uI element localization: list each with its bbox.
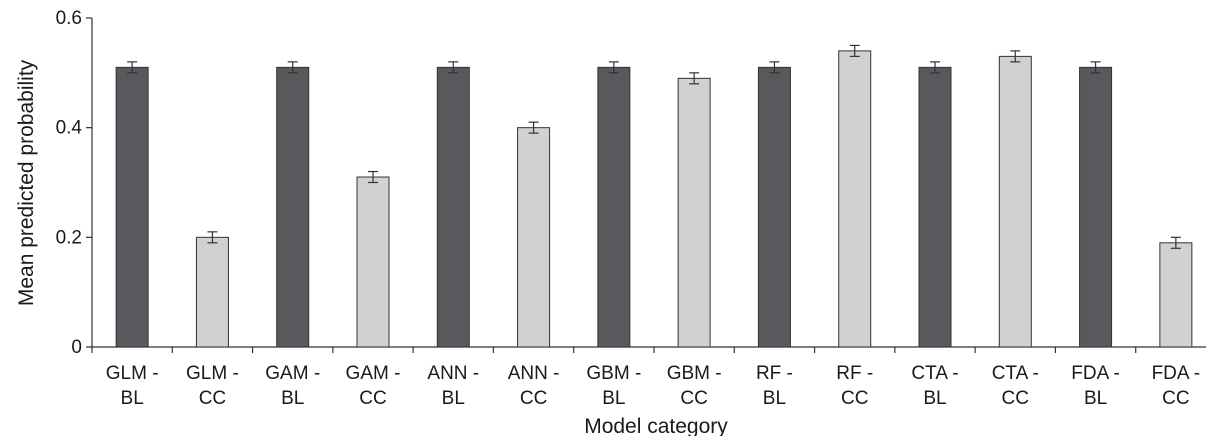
bar-ann-bl [436, 66, 470, 348]
bar-gbm-bl [597, 66, 631, 348]
bar-fda-bl [1079, 66, 1113, 348]
y-tick-label: 0 [71, 337, 82, 358]
x-axis: GLM - BL GLM - CC GAM - BL GAM - CC ANN - BL ANN -… [91, 346, 1206, 409]
x-tick-label: ANN - [427, 363, 479, 384]
x-tick-label: CC [359, 388, 386, 409]
bar-rf-bl [757, 66, 791, 348]
x-tick-label: CC [841, 388, 868, 409]
bar-cta-bl [918, 66, 952, 348]
x-tick-label: RF - [836, 363, 873, 384]
y-tick-label: 0.2 [56, 227, 82, 248]
x-tick-label: BL [602, 388, 625, 409]
y-axis: 0 0.2 0.4 0.6 [56, 8, 93, 358]
bar-fda-cc [1159, 242, 1193, 348]
y-axis-title: Mean predicted probability [15, 59, 38, 306]
x-tick-label: GBM - [667, 363, 722, 384]
x-tick-label: BL [442, 388, 465, 409]
x-tick-label: GAM - [265, 363, 320, 384]
x-tick-label: BL [121, 388, 144, 409]
x-tick-label: GLM - [186, 363, 239, 384]
x-tick-label: BL [923, 388, 946, 409]
x-tick-label: BL [763, 388, 786, 409]
x-tick-label: CC [199, 388, 226, 409]
bar-glm-cc [195, 236, 229, 348]
x-tick-label: BL [281, 388, 304, 409]
x-tick-label: CC [520, 388, 547, 409]
x-tick-label: FDA - [1071, 363, 1120, 384]
x-tick-label: CC [1002, 388, 1029, 409]
bar-rf-cc [838, 50, 872, 348]
x-tick-label: CTA - [911, 363, 958, 384]
x-tick-label: GBM - [586, 363, 641, 384]
y-tick-label: 0.4 [56, 118, 83, 139]
x-tick-label: ANN - [508, 363, 560, 384]
bar-glm-bl [115, 66, 149, 348]
x-tick-label: GLM - [106, 363, 159, 384]
bars [115, 44, 1193, 348]
x-tick-label: CTA - [992, 363, 1039, 384]
x-tick-label: FDA - [1152, 363, 1201, 384]
bar-gbm-cc [677, 77, 711, 348]
x-tick-label: BL [1084, 388, 1107, 409]
x-tick-label: RF - [756, 363, 793, 384]
bar-gam-bl [276, 66, 310, 348]
x-tick-label: CC [680, 388, 707, 409]
x-tick-label: CC [1162, 388, 1189, 409]
bar-ann-cc [517, 127, 551, 348]
y-tick-label: 0.6 [56, 8, 82, 29]
bar-gam-cc [356, 176, 390, 348]
x-axis-title: Model category [584, 415, 728, 436]
x-tick-label: GAM - [346, 363, 401, 384]
bar-cta-cc [998, 55, 1032, 348]
